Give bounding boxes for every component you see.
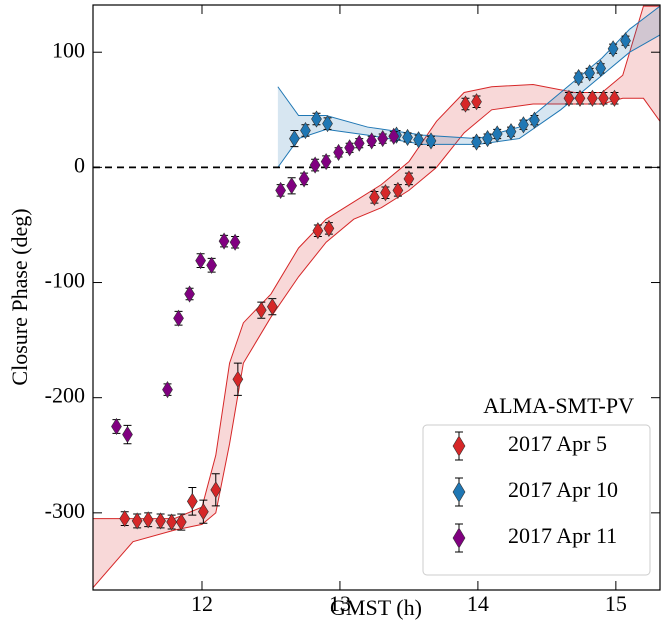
y-tick-label: 0 xyxy=(74,152,85,177)
y-tick-label: -300 xyxy=(45,498,85,523)
data-point xyxy=(587,89,598,107)
data-point xyxy=(574,89,586,107)
data-point xyxy=(344,139,355,157)
data-point xyxy=(595,59,607,77)
data-point xyxy=(366,132,378,150)
legend-marker xyxy=(452,435,466,457)
data-point xyxy=(218,232,230,250)
data-point xyxy=(353,134,365,152)
axes-frame xyxy=(92,4,661,591)
data-point xyxy=(607,40,619,58)
data-point xyxy=(388,127,400,145)
data-point xyxy=(598,89,609,107)
data-point xyxy=(229,233,241,251)
data-point xyxy=(155,512,166,530)
band-fill xyxy=(277,6,660,168)
data-point xyxy=(166,513,177,531)
data-point xyxy=(289,130,300,148)
data-point xyxy=(198,503,209,521)
legend-marker xyxy=(452,527,466,549)
y-axis-label: Closure Phase (deg) xyxy=(7,208,32,385)
data-point xyxy=(300,121,311,140)
data-point xyxy=(377,130,389,148)
data-point xyxy=(131,512,143,530)
data-point xyxy=(320,153,332,171)
data-point xyxy=(323,219,335,237)
data-point xyxy=(311,110,322,128)
data-point xyxy=(206,256,217,274)
data-point xyxy=(162,381,173,399)
data-point xyxy=(529,111,540,129)
x-tick-label: 12 xyxy=(191,591,213,616)
legend-label: 2017 Apr 11 xyxy=(508,523,617,548)
data-point xyxy=(413,131,424,149)
band-fill xyxy=(93,6,660,588)
data-point xyxy=(392,181,404,199)
data-point xyxy=(584,64,595,82)
data-point xyxy=(286,177,298,195)
data-point xyxy=(471,133,482,151)
data-point xyxy=(402,128,413,146)
data-point xyxy=(255,301,267,319)
data-point xyxy=(266,298,278,316)
data-point xyxy=(275,181,286,199)
data-point xyxy=(460,95,471,113)
legend-marker xyxy=(452,481,466,503)
data-point xyxy=(175,513,187,531)
data-point xyxy=(380,184,391,202)
data-point xyxy=(195,252,206,270)
data-point xyxy=(482,130,493,148)
y-tick-label: -100 xyxy=(45,268,85,293)
band-upper-edge xyxy=(93,5,660,520)
data-point xyxy=(142,511,154,529)
data-point xyxy=(491,125,503,143)
data-point xyxy=(186,492,198,510)
data-point xyxy=(518,116,529,134)
legend-label: 2017 Apr 10 xyxy=(508,477,618,502)
data-point xyxy=(609,89,620,107)
data-point xyxy=(122,425,133,444)
data-point xyxy=(298,170,310,188)
data-point xyxy=(620,32,631,50)
data-point xyxy=(563,89,575,107)
y-tick-label: -200 xyxy=(45,383,85,408)
data-point xyxy=(309,156,321,174)
data-point xyxy=(210,481,222,499)
data-point xyxy=(119,510,131,528)
data-point xyxy=(312,222,324,240)
data-point xyxy=(173,309,184,327)
legend-label: 2017 Apr 5 xyxy=(508,431,607,456)
x-tick-label: 13 xyxy=(329,591,351,616)
data-point xyxy=(573,68,584,87)
data-point xyxy=(403,170,415,188)
data-point xyxy=(471,93,482,111)
data-point xyxy=(184,285,195,303)
data-point xyxy=(333,143,344,161)
y-tick-label: 100 xyxy=(52,37,85,62)
data-point xyxy=(369,188,380,206)
data-point xyxy=(322,115,333,133)
legend-box xyxy=(422,424,651,576)
plot-area xyxy=(93,5,660,589)
x-tick-label: 14 xyxy=(467,591,489,616)
legend-title: ALMA-SMT-PV xyxy=(483,393,634,418)
x-tick-label: 15 xyxy=(605,591,627,616)
data-point xyxy=(232,370,244,388)
x-axis-label: GMST (h) xyxy=(330,595,422,620)
data-point xyxy=(111,417,122,436)
band-lower-edge xyxy=(93,97,660,589)
data-point xyxy=(425,132,437,150)
data-point xyxy=(505,123,517,141)
